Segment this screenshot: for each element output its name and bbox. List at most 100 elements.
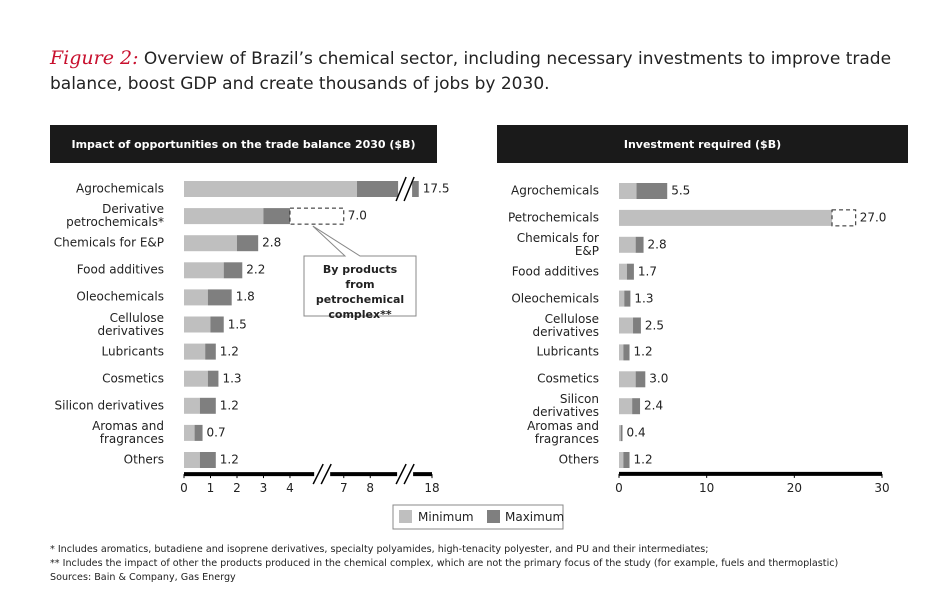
bar-minimum bbox=[619, 371, 636, 388]
value-label: 1.2 bbox=[219, 452, 239, 467]
x-tick-label: 0 bbox=[180, 481, 188, 496]
legend-swatch bbox=[487, 510, 500, 523]
value-label: 2.2 bbox=[246, 262, 266, 277]
bar-maximum bbox=[624, 290, 631, 307]
axis-break bbox=[320, 463, 332, 485]
category-label: Cellulose derivatives bbox=[532, 311, 600, 339]
category-label: Lubricants bbox=[101, 344, 164, 359]
category-label: Cellulose derivatives bbox=[97, 310, 165, 338]
category-label: Cosmetics bbox=[102, 371, 164, 386]
value-label: 2.5 bbox=[644, 318, 664, 332]
value-label: 1.3 bbox=[222, 371, 242, 386]
category-label: Aromas and fragrances bbox=[92, 418, 164, 446]
figure-title: Figure 2: Overview of Brazil’s chemical … bbox=[50, 46, 920, 97]
bar-minimum bbox=[619, 183, 637, 199]
break-gap bbox=[314, 471, 331, 478]
bar-maximum bbox=[210, 316, 224, 333]
legend-label: Maximum bbox=[505, 510, 565, 524]
category-label: Lubricants bbox=[536, 344, 599, 359]
bar-maximum bbox=[263, 208, 290, 225]
value-label: 1.2 bbox=[633, 452, 653, 467]
bar-minimum bbox=[619, 290, 625, 307]
value-label: 17.5 bbox=[422, 181, 450, 196]
category-label: Chemicals for E&P bbox=[516, 230, 599, 258]
bar-maximum bbox=[236, 235, 259, 252]
bar-minimum bbox=[619, 398, 633, 415]
category-label: Agrochemicals bbox=[76, 181, 164, 196]
legend-box bbox=[392, 504, 564, 530]
bar-maximum bbox=[635, 371, 646, 388]
x-tick-label: 20 bbox=[786, 480, 802, 495]
value-label: 1.3 bbox=[634, 291, 654, 306]
x-tick-label: 4 bbox=[286, 481, 294, 496]
footnote: ** Includes the impact of other the prod… bbox=[50, 558, 839, 569]
bar-maximum bbox=[623, 344, 630, 361]
category-label: Others bbox=[123, 452, 164, 467]
panel-header bbox=[50, 125, 437, 163]
x-tick-label: 7 bbox=[339, 481, 348, 496]
x-tick-label: 10 bbox=[699, 480, 715, 495]
bar-minimum bbox=[184, 208, 264, 225]
category-label: Silicon derivatives bbox=[54, 398, 164, 413]
category-label: Derivative petrochemicals* bbox=[66, 202, 164, 230]
x-tick-label: 2 bbox=[233, 481, 241, 496]
panel-title: Impact of opportunities on the trade bal… bbox=[71, 138, 416, 151]
value-label: 3.0 bbox=[649, 371, 669, 386]
value-label: 7.0 bbox=[347, 208, 367, 223]
bar-maximum bbox=[194, 424, 203, 441]
category-label: Others bbox=[558, 452, 599, 467]
title-text: Overview of Brazil’s chemical sector, in… bbox=[50, 49, 892, 94]
x-tick-label: 18 bbox=[424, 481, 440, 496]
category-label: Agrochemicals bbox=[511, 183, 599, 198]
bar-minimum bbox=[184, 262, 224, 279]
value-label: 1.2 bbox=[633, 344, 653, 359]
bar-maximum bbox=[623, 452, 630, 468]
bar-minimum bbox=[184, 181, 358, 197]
value-label: 1.8 bbox=[235, 289, 255, 304]
bar-minimum bbox=[184, 397, 200, 414]
callout-box bbox=[303, 225, 417, 317]
bar-maximum bbox=[207, 289, 232, 306]
x-tick-label: 30 bbox=[874, 480, 890, 495]
value-label: 27.0 bbox=[859, 210, 887, 225]
category-label: Food additives bbox=[511, 264, 599, 279]
category-label: Silicon derivatives bbox=[532, 392, 600, 420]
bar-minimum bbox=[619, 317, 634, 334]
bar-minimum bbox=[184, 452, 200, 468]
bar-minimum bbox=[619, 263, 627, 280]
callout-text: By products from petrochemical complex** bbox=[315, 263, 405, 321]
footnote: * Includes aromatics, butadiene and isop… bbox=[50, 544, 709, 555]
axis-break bbox=[395, 176, 407, 202]
value-label: 0.4 bbox=[626, 425, 646, 440]
bar-minimum bbox=[184, 370, 208, 387]
value-label: 2.4 bbox=[644, 398, 664, 413]
axis-break bbox=[403, 463, 415, 485]
axis-break bbox=[312, 463, 324, 485]
value-label: 2.8 bbox=[647, 237, 667, 252]
bar-minimum bbox=[184, 316, 211, 333]
bar-maximum bbox=[626, 263, 634, 280]
x-tick-label: 3 bbox=[259, 481, 268, 496]
category-label: Food additives bbox=[76, 262, 164, 277]
figure-label: Figure 2: bbox=[50, 47, 139, 69]
value-label: 1.5 bbox=[227, 317, 247, 331]
bar-maximum bbox=[199, 452, 216, 468]
value-label: 5.5 bbox=[671, 183, 691, 198]
axis-break bbox=[395, 463, 407, 485]
bar-maximum bbox=[199, 397, 216, 414]
bar-minimum bbox=[184, 289, 208, 306]
category-label: Cosmetics bbox=[537, 371, 599, 386]
bar-minimum bbox=[619, 452, 624, 468]
bar-maximum bbox=[223, 262, 243, 279]
x-tick-label: 1 bbox=[206, 481, 215, 496]
category-label: Oleochemicals bbox=[511, 291, 599, 306]
footnote: Sources: Bain & Company, Gas Energy bbox=[50, 572, 236, 583]
panel-header bbox=[497, 125, 908, 163]
category-label: Petrochemicals bbox=[507, 210, 599, 225]
value-label: 1.7 bbox=[637, 264, 657, 279]
break-gap bbox=[397, 471, 414, 478]
bar-dashed bbox=[289, 207, 345, 225]
category-label: Chemicals for E&P bbox=[53, 235, 164, 250]
category-label: Oleochemicals bbox=[76, 289, 164, 304]
